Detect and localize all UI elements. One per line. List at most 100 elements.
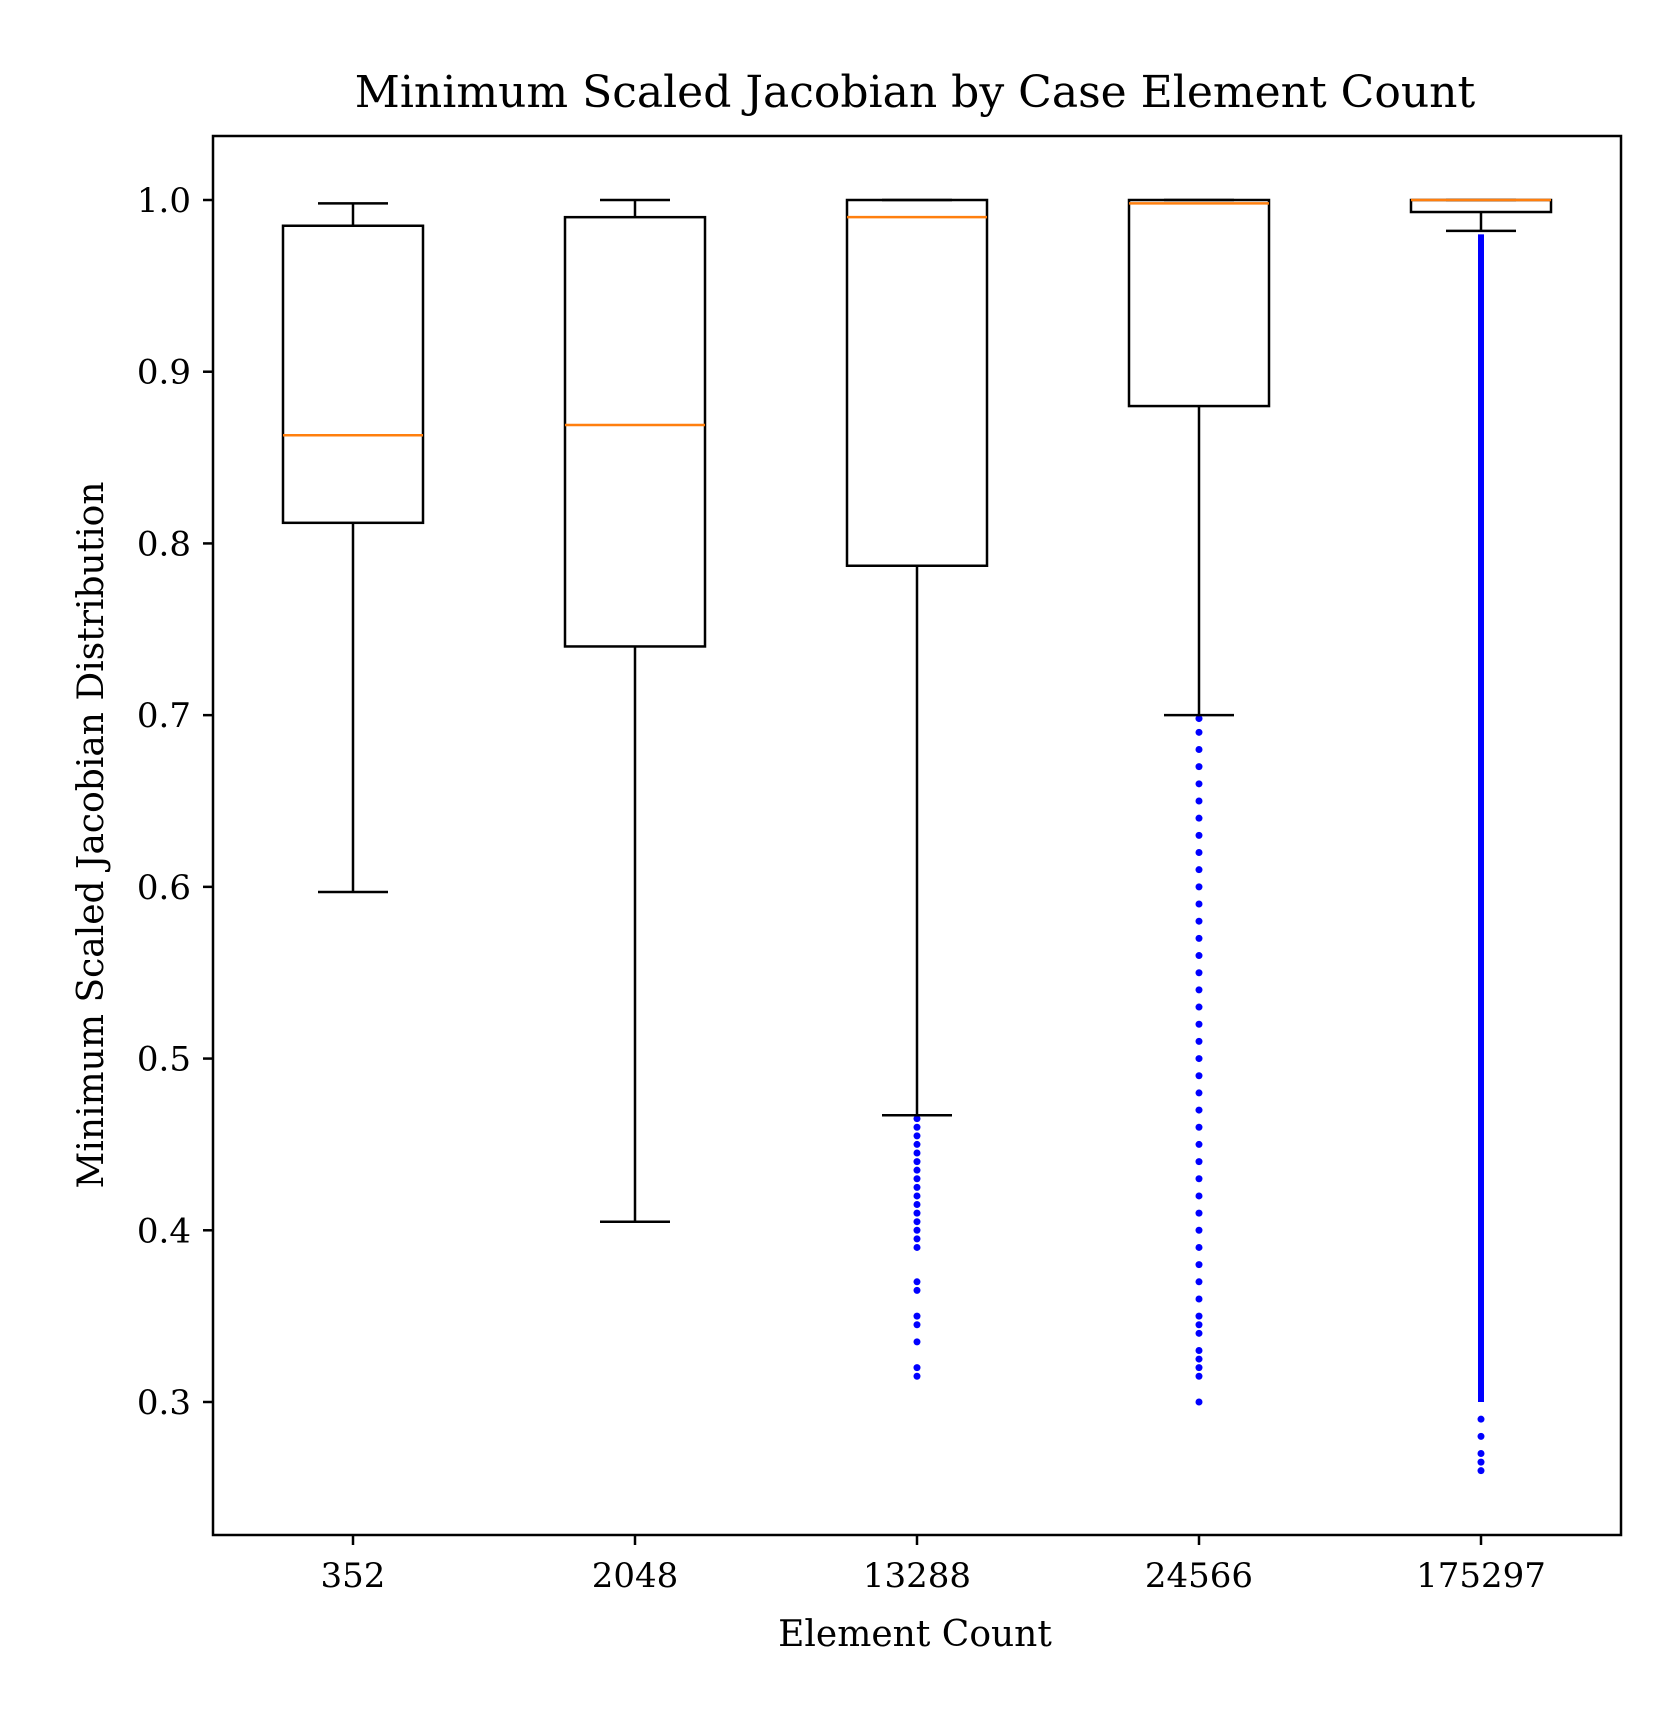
plot-content: [281, 198, 1553, 1475]
outlier-point: [913, 1201, 921, 1209]
outlier-point: [1195, 1321, 1203, 1329]
outlier-point: [1195, 917, 1203, 925]
y-tick-label: 0.8: [137, 524, 191, 564]
outlier-point: [1195, 1175, 1203, 1183]
outlier-point: [1195, 831, 1203, 839]
outlier-point: [1195, 1055, 1203, 1063]
iqr-box: [845, 198, 989, 568]
y-tick-label: 0.4: [137, 1211, 191, 1251]
outlier-point: [913, 1312, 921, 1320]
iqr-box: [1409, 198, 1553, 214]
outlier-point: [1477, 1415, 1485, 1423]
outlier-point: [1195, 1037, 1203, 1045]
y-tick-label: 0.3: [137, 1383, 191, 1423]
outlier-point: [1477, 1458, 1485, 1466]
box-group-352: [281, 202, 425, 894]
outlier-point: [1477, 1450, 1485, 1458]
outlier-point: [1195, 1355, 1203, 1363]
outlier-point: [1195, 900, 1203, 908]
outlier-point: [1195, 1278, 1203, 1286]
outlier-point: [1195, 1192, 1203, 1200]
outlier-point: [1195, 780, 1203, 788]
outlier-point: [913, 1278, 921, 1286]
outlier-point: [1195, 1106, 1203, 1114]
outlier-point: [913, 1338, 921, 1346]
outlier-point: [1195, 1089, 1203, 1097]
outlier-point: [1195, 814, 1203, 822]
chart-title: Minimum Scaled Jacobian by Case Element …: [355, 67, 1476, 118]
outlier-point: [913, 1321, 921, 1329]
outlier-point: [913, 1218, 921, 1226]
y-tick-label: 1.0: [137, 181, 191, 221]
outlier-point: [1195, 797, 1203, 805]
outlier-point: [1195, 728, 1203, 736]
outlier-point: [913, 1183, 921, 1191]
outlier-point: [1195, 934, 1203, 942]
iqr-box: [1127, 198, 1271, 408]
outlier-point: [1195, 866, 1203, 874]
outlier-point: [1195, 1261, 1203, 1269]
outlier-point: [1195, 1364, 1203, 1372]
outlier-point: [1195, 1003, 1203, 1011]
x-axis-label: Element Count: [778, 1614, 1052, 1655]
outlier-point: [1195, 883, 1203, 891]
outlier-point: [913, 1175, 921, 1183]
x-tick-label: 2048: [592, 1556, 679, 1596]
outlier-point: [1195, 1209, 1203, 1217]
outlier-point: [1195, 1158, 1203, 1166]
outlier-point: [1195, 1020, 1203, 1028]
outlier-point: [1195, 952, 1203, 960]
outlier-point: [913, 1209, 921, 1217]
iqr-box: [281, 224, 425, 525]
outlier-point: [1195, 1372, 1203, 1380]
outlier-point: [1195, 1243, 1203, 1251]
outlier-point: [913, 1166, 921, 1174]
outlier-point: [913, 1372, 921, 1380]
y-tick-label: 0.9: [137, 353, 191, 393]
outlier-point: [913, 1226, 921, 1234]
outlier-point: [1195, 986, 1203, 994]
outlier-point: [1195, 1226, 1203, 1234]
x-tick-label: 24566: [1145, 1556, 1253, 1596]
x-tick-label: 13288: [863, 1556, 971, 1596]
outlier-point: [913, 1192, 921, 1200]
x-tick-label: 352: [321, 1556, 386, 1596]
box-group-175297: [1409, 198, 1553, 1475]
outlier-point: [913, 1243, 921, 1251]
outlier-point: [1195, 1072, 1203, 1080]
outlier-point: [1195, 1295, 1203, 1303]
outlier-point: [913, 1123, 921, 1131]
x-tick-label: 175297: [1416, 1556, 1546, 1596]
outlier-point: [1195, 745, 1203, 753]
iqr-box: [563, 215, 707, 648]
outlier-point: [1195, 1123, 1203, 1131]
outlier-point: [1195, 715, 1203, 723]
x-axis: 352 2048 13288 24566 175297: [321, 1535, 1546, 1596]
outlier-point: [1477, 1467, 1485, 1475]
outlier-point: [913, 1364, 921, 1372]
outlier-point: [913, 1140, 921, 1148]
outlier-band: [1478, 234, 1484, 1402]
y-tick-label: 0.6: [137, 868, 191, 908]
box-group-2048: [563, 198, 707, 1223]
outlier-point: [913, 1115, 921, 1123]
outlier-point: [1195, 969, 1203, 977]
outlier-point: [913, 1158, 921, 1166]
outlier-point: [913, 1132, 921, 1140]
outlier-point: [1477, 1432, 1485, 1440]
outlier-point: [913, 1286, 921, 1294]
y-axis-label: Minimum Scaled Jacobian Distribution: [71, 481, 112, 1188]
outlier-point: [1195, 1140, 1203, 1148]
outlier-point: [1195, 1312, 1203, 1320]
outlier-point: [1195, 1346, 1203, 1354]
y-axis: 0.3 0.4 0.5 0.6 0.7 0.8 0.9 1.0: [137, 181, 213, 1423]
outlier-point: [913, 1149, 921, 1157]
outlier-point: [1195, 1329, 1203, 1337]
outlier-point: [913, 1235, 921, 1243]
outlier-point: [1195, 1398, 1203, 1406]
outlier-point: [1195, 763, 1203, 771]
y-tick-label: 0.7: [137, 696, 191, 736]
box-group-13288: [845, 198, 989, 1380]
outlier-point: [1195, 849, 1203, 857]
